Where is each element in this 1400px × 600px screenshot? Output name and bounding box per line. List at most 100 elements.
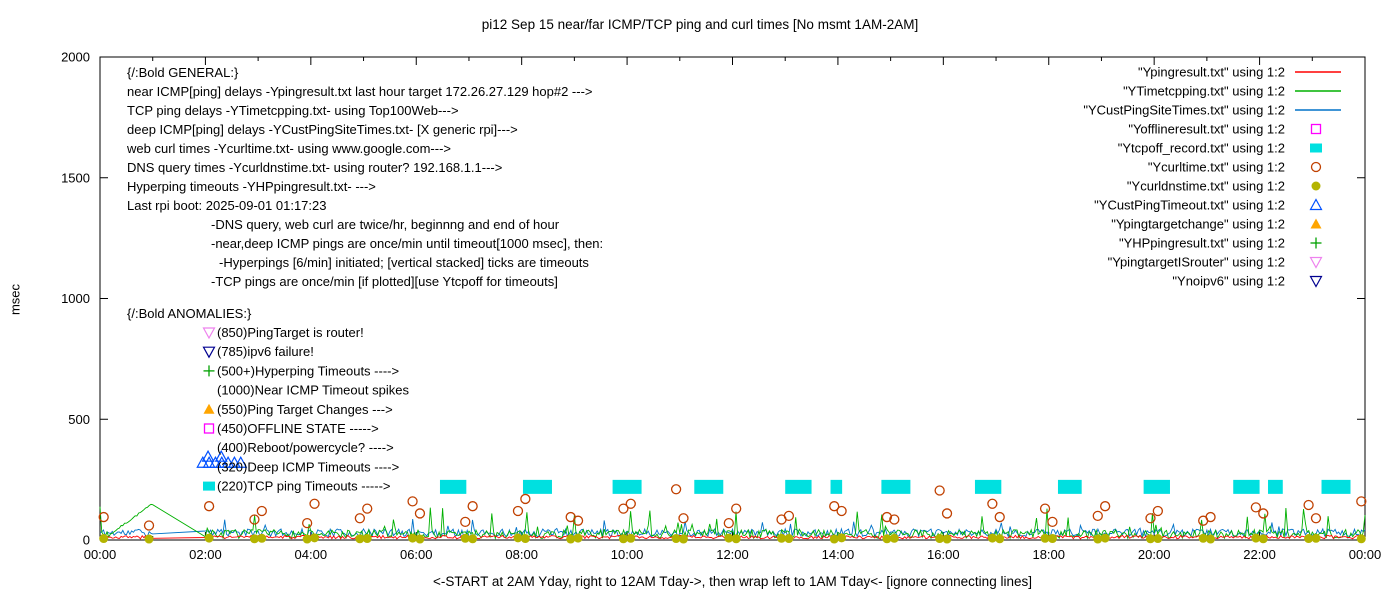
curl-time-point [723, 517, 734, 529]
dns-time-point [889, 533, 899, 543]
tcp-off-mark [522, 479, 552, 494]
legend-label: "YHPpingresult.txt" using 1:2 [1119, 236, 1285, 251]
curl-time-point [572, 515, 584, 526]
curl-time-point [1356, 496, 1367, 507]
curl-time-point [1145, 513, 1156, 524]
tcp-off-mark [694, 479, 724, 494]
tcp-off-mark [1268, 479, 1283, 494]
general-line: -near,deep ICMP pings are once/min until… [211, 236, 603, 251]
x-tick-label: 14:00 [822, 547, 855, 562]
curl-time-point [829, 501, 840, 512]
dns-time-point [678, 534, 688, 544]
curl-time-point [678, 513, 689, 524]
legend-label: "YCustPingTimeout.txt" using 1:2 [1094, 198, 1285, 213]
legend-marker-target_change [1310, 218, 1322, 229]
x-tick-label: 12:00 [716, 547, 749, 562]
dns-time-point [1047, 534, 1057, 544]
curl-time-point [618, 503, 629, 514]
dns-time-point [618, 534, 628, 544]
dns-time-point [573, 533, 583, 543]
dns-time-point [1304, 534, 1314, 544]
curl-time-point [783, 510, 795, 521]
legend-label: "Yofflineresult.txt" using 1:2 [1128, 122, 1285, 137]
dns-time-point [566, 534, 576, 544]
series-near-icmp-line [99, 534, 1365, 540]
curl-time-point [467, 501, 478, 512]
x-tick-label: 00:00 [84, 547, 117, 562]
dns-time-point [777, 533, 787, 543]
anomaly-line: (450)OFFLINE STATE -----> [217, 421, 379, 436]
curl-time-point [625, 498, 636, 509]
x-tick-label: 18:00 [1032, 547, 1065, 562]
tcp-off-mark [1143, 479, 1170, 494]
curl-time-point [98, 511, 109, 523]
anomaly-marker-noipv6 [202, 346, 216, 359]
general-line: -DNS query, web curl are twice/hr, begin… [211, 217, 560, 232]
series-tcp-ping-line [99, 503, 1366, 540]
curl-time-point [836, 505, 847, 517]
general-line: Last rpi boot: 2025-09-01 01:17:23 [127, 198, 326, 213]
dns-time-point [626, 533, 636, 543]
tcp-off-mark [785, 479, 812, 494]
dns-time-point [837, 533, 847, 543]
curl-time-point [203, 501, 215, 512]
deep-icmp-timeout-point [227, 455, 241, 468]
tcp-off-mark [439, 479, 467, 494]
curl-time-point [256, 505, 267, 517]
anomaly-line: (500+)Hyperping Timeouts ----> [217, 363, 399, 378]
legend-label: "Ycurldnstime.txt" using 1:2 [1127, 179, 1285, 194]
y-tick-label: 1500 [61, 170, 90, 185]
curl-time-point [1099, 501, 1111, 512]
curl-time-point [1039, 503, 1051, 514]
general-line: near ICMP[ping] delays -Ypingresult.txt … [127, 84, 593, 99]
curl-time-point [1303, 499, 1314, 511]
curl-time-point [354, 513, 366, 524]
dns-time-point [310, 533, 320, 543]
legend-marker-offline [1310, 123, 1322, 135]
deep-icmp-timeout-point [214, 449, 228, 462]
general-line: Hyperping timeouts -YHPpingresult.txt- -… [127, 179, 376, 194]
legend-label: "Ypingresult.txt" using 1:2 [1138, 65, 1285, 80]
x-axis-label: <-START at 2AM Yday, right to 12AM Tday-… [433, 574, 1032, 589]
tcp-off-mark [830, 479, 843, 494]
x-tick-label: 08:00 [505, 547, 538, 562]
dns-time-point [362, 534, 372, 544]
dns-time-point [987, 533, 997, 543]
curl-time-point [1310, 513, 1322, 524]
dns-time-point [144, 534, 154, 544]
curl-time-point [460, 516, 471, 528]
dns-time-point [415, 534, 425, 544]
general-header: {/:Bold GENERAL:} [127, 65, 239, 80]
tcp-off-mark [612, 479, 642, 494]
legend-label: "Ycurltime.txt" using 1:2 [1148, 160, 1285, 175]
general-line: -Hyperpings [6/min] initiated; [vertical… [219, 255, 589, 270]
deep-icmp-timeout-point [215, 455, 229, 468]
deep-icmp-timeout-point [221, 455, 235, 468]
dns-time-point [1153, 534, 1163, 544]
dns-time-point [355, 534, 365, 544]
dns-time-point [1093, 534, 1103, 544]
dns-time-point [1145, 534, 1155, 544]
curl-time-point [1047, 516, 1058, 528]
dns-time-point [882, 534, 892, 544]
y-tick-label: 500 [68, 412, 90, 427]
curl-time-point [1152, 505, 1164, 517]
dns-time-point [724, 533, 734, 543]
dns-time-point [520, 534, 530, 544]
anomaly-marker-target_is_router [202, 327, 216, 340]
curl-time-point [301, 517, 313, 529]
deep-icmp-timeout-point [208, 455, 222, 468]
curl-time-point [309, 498, 320, 509]
tcp-off-mark [1233, 479, 1260, 494]
general-line: DNS query times -Ycurldnstime.txt- using… [127, 160, 502, 175]
x-tick-label: 06:00 [400, 547, 433, 562]
deep-icmp-timeout-point [234, 455, 248, 468]
dns-time-point [935, 534, 945, 544]
y-tick-label: 1000 [61, 291, 90, 306]
curl-time-point [520, 493, 531, 505]
legend-label: "Ytcpoff_record.txt" using 1:2 [1118, 141, 1285, 156]
curl-time-point [143, 520, 155, 531]
dns-time-point [1258, 534, 1268, 544]
deep-icmp-timeout-point [196, 455, 210, 468]
